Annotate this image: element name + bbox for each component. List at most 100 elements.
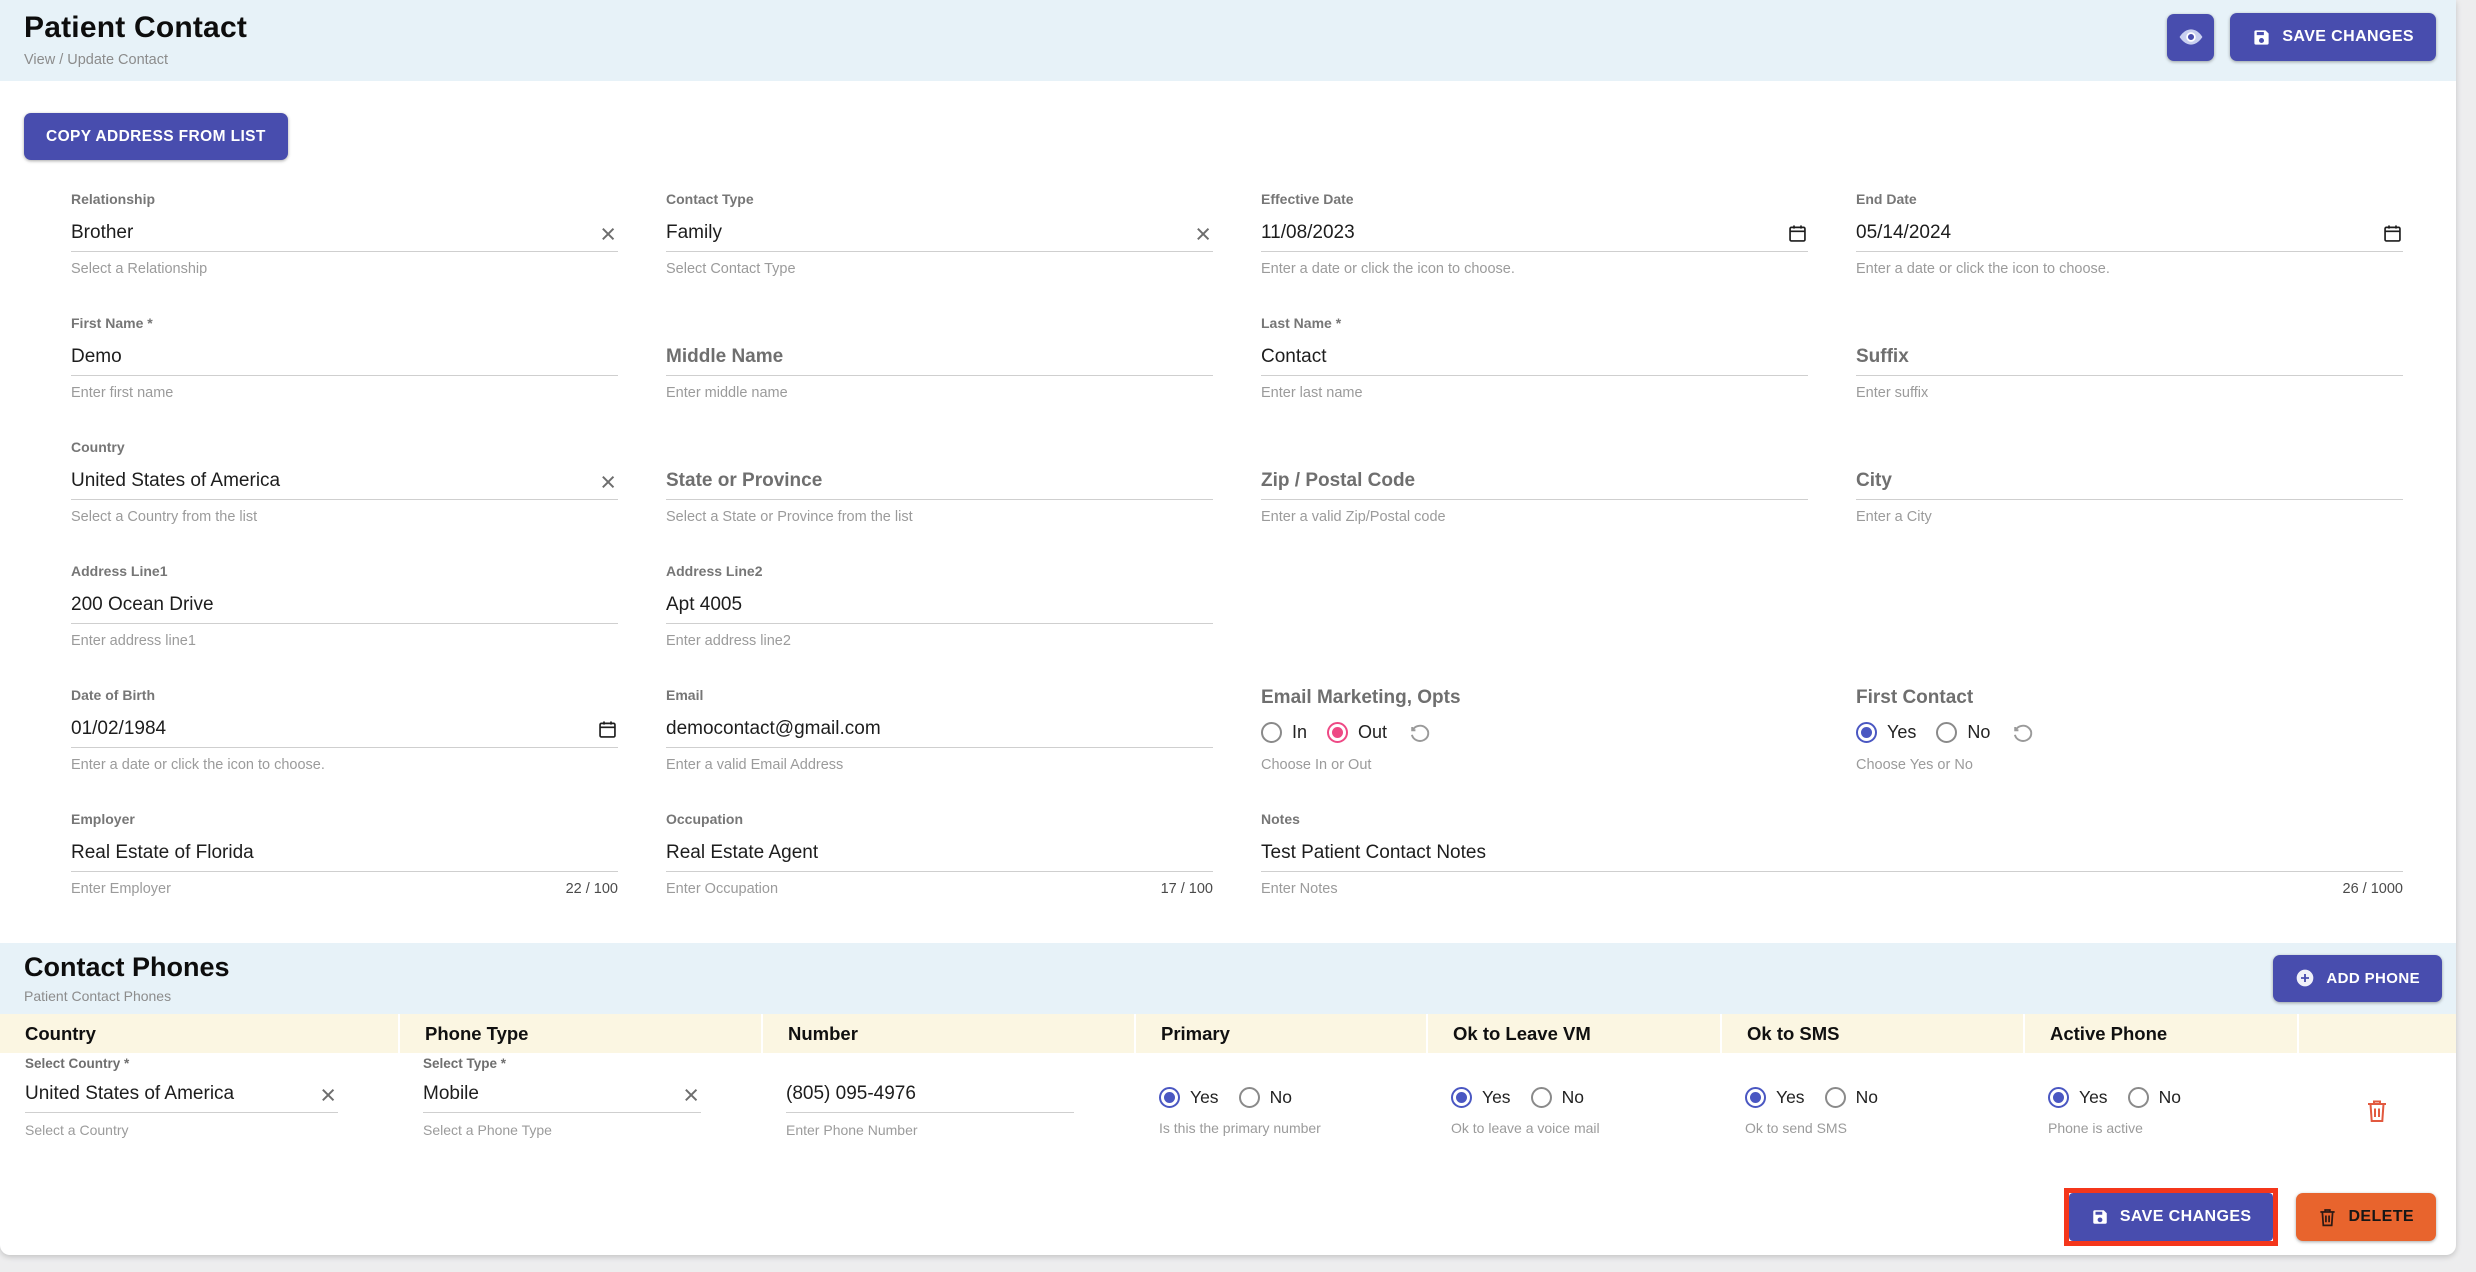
city-input[interactable]: City	[1856, 469, 2403, 500]
employer-label: Employer	[71, 811, 135, 827]
preview-button[interactable]	[2167, 13, 2215, 61]
col-phone-type: Phone Type	[398, 1014, 761, 1053]
first-contact-label: First Contact	[1856, 687, 1974, 708]
city-helper: Enter a City	[1856, 509, 1932, 525]
delete-button[interactable]: DELETE	[2296, 1193, 2436, 1241]
suffix-helper: Enter suffix	[1856, 385, 1929, 401]
clear-icon[interactable]: ×	[320, 1080, 336, 1110]
end-date-input[interactable]: 05/14/2024	[1856, 221, 2403, 252]
phone-country-label: Select Country *	[25, 1056, 130, 1071]
contact-phones-subtitle: Patient Contact Phones	[24, 988, 172, 1004]
zip-label: Zip / Postal Code	[1261, 470, 1416, 492]
field-relationship: Relationship Brother × Select a Relation…	[71, 191, 618, 277]
primary-yes-radio[interactable]	[1159, 1086, 1180, 1108]
last-name-helper: Enter last name	[1261, 385, 1363, 401]
field-email-marketing: Email Marketing, Opts In Out Choose In o…	[1261, 687, 1808, 773]
ok-sms-no-radio[interactable]	[1824, 1086, 1846, 1108]
patient-contact-page: Patient Contact View / Update Contact SA…	[0, 0, 2456, 1255]
email-label: Email	[666, 687, 704, 703]
zip-input[interactable]: Zip / Postal Code	[1261, 469, 1808, 500]
field-address1: Address Line1 200 Ocean Drive Enter addr…	[71, 563, 618, 649]
country-input[interactable]: United States of America ×	[71, 469, 618, 500]
col-active-phone: Active Phone	[2023, 1014, 2297, 1053]
first-name-label: First Name *	[71, 315, 153, 331]
state-helper: Select a State or Province from the list	[666, 509, 913, 525]
active-no-radio[interactable]	[2127, 1086, 2149, 1108]
middle-name-label: Middle Name	[666, 346, 784, 368]
notes-input[interactable]: Test Patient Contact Notes	[1261, 841, 2403, 872]
page-title: Patient Contact	[24, 11, 248, 44]
eye-icon	[2178, 24, 2204, 50]
save-changes-button-top[interactable]: SAVE CHANGES	[2230, 13, 2436, 61]
first-contact-yes-radio[interactable]	[1856, 722, 1877, 743]
occupation-input[interactable]: Real Estate Agent	[666, 841, 1213, 872]
save-icon	[2091, 1208, 2109, 1226]
dob-input[interactable]: 01/02/1984	[71, 717, 618, 748]
clear-icon[interactable]: ×	[1195, 219, 1211, 249]
ok-vm-yes-radio[interactable]	[1451, 1086, 1472, 1108]
clear-icon[interactable]: ×	[600, 219, 616, 249]
phone-type-input[interactable]: Mobile ×	[423, 1082, 701, 1113]
clear-icon[interactable]: ×	[600, 467, 616, 497]
contact-form: COPY ADDRESS FROM LIST Relationship Brot…	[0, 81, 2456, 943]
last-name-input[interactable]: Contact	[1261, 345, 1808, 376]
calendar-icon[interactable]	[2382, 223, 2403, 244]
phone-country-input[interactable]: United States of America ×	[25, 1082, 338, 1113]
email-marketing-in-radio[interactable]	[1261, 722, 1282, 743]
calendar-icon[interactable]	[1787, 223, 1808, 244]
phone-primary-cell: Yes No Is this the primary number	[1134, 1056, 1426, 1138]
first-name-input[interactable]: Demo	[71, 345, 618, 376]
effective-date-helper: Enter a date or click the icon to choose…	[1261, 261, 1515, 277]
clear-icon[interactable]: ×	[683, 1080, 699, 1110]
phone-number-input[interactable]: (805) 095-4976	[786, 1082, 1074, 1113]
ok-vm-helper: Ok to leave a voice mail	[1451, 1120, 1600, 1136]
field-city: City Enter a City	[1856, 439, 2403, 525]
address1-helper: Enter address line1	[71, 633, 196, 649]
address2-input[interactable]: Apt 4005	[666, 593, 1213, 624]
country-helper: Select a Country from the list	[71, 509, 258, 525]
save-changes-button-bottom[interactable]: SAVE CHANGES	[2068, 1193, 2274, 1241]
add-phone-button[interactable]: ADD PHONE	[2273, 954, 2442, 1002]
undo-icon[interactable]	[1409, 722, 1431, 744]
suffix-input[interactable]: Suffix	[1856, 345, 2403, 376]
col-actions	[2297, 1014, 2456, 1053]
dob-label: Date of Birth	[71, 687, 155, 703]
occupation-counter: 17 / 100	[1160, 881, 1213, 897]
address1-input[interactable]: 200 Ocean Drive	[71, 593, 618, 624]
copy-address-button[interactable]: COPY ADDRESS FROM LIST	[24, 113, 288, 160]
phone-type-cell: Select Type * Mobile × Select a Phone Ty…	[398, 1056, 761, 1138]
email-field[interactable]: democontact@gmail.com	[666, 717, 1213, 748]
phone-row-actions: SAVE CHANGES DELETE	[0, 1138, 2456, 1246]
delete-phone-button[interactable]	[2365, 1086, 2389, 1138]
field-dob: Date of Birth 01/02/1984 Enter a date or…	[71, 687, 618, 773]
field-end-date: End Date 05/14/2024 Enter a date or clic…	[1856, 191, 2403, 277]
contact-type-helper: Select Contact Type	[666, 261, 796, 277]
save-icon	[2252, 28, 2271, 47]
phones-table-header: Country Phone Type Number Primary Ok to …	[0, 1014, 2456, 1053]
middle-name-input[interactable]: Middle Name	[666, 345, 1213, 376]
primary-helper: Is this the primary number	[1159, 1120, 1321, 1136]
page-header: Patient Contact View / Update Contact SA…	[0, 0, 2456, 81]
first-contact-no-radio[interactable]	[1936, 722, 1958, 743]
dob-helper: Enter a date or click the icon to choose…	[71, 757, 325, 773]
relationship-input[interactable]: Brother ×	[71, 221, 618, 252]
email-marketing-out-radio[interactable]	[1327, 722, 1349, 743]
field-employer: Employer Real Estate of Florida Enter Em…	[71, 811, 618, 897]
relationship-label: Relationship	[71, 191, 156, 207]
effective-date-input[interactable]: 11/08/2023	[1261, 221, 1808, 252]
calendar-icon[interactable]	[597, 719, 618, 740]
col-number: Number	[761, 1014, 1134, 1053]
phone-type-label: Select Type *	[423, 1056, 507, 1071]
ok-sms-yes-radio[interactable]	[1745, 1086, 1766, 1108]
contact-type-input[interactable]: Family ×	[666, 221, 1213, 252]
state-input[interactable]: State or Province	[666, 469, 1213, 500]
primary-no-radio[interactable]	[1238, 1086, 1260, 1108]
address2-label: Address Line2	[666, 563, 763, 579]
col-ok-leave-vm: Ok to Leave VM	[1426, 1014, 1720, 1053]
active-yes-radio[interactable]	[2048, 1086, 2069, 1108]
ok-vm-no-radio[interactable]	[1530, 1086, 1552, 1108]
notes-helper: Enter Notes	[1261, 881, 1338, 897]
employer-input[interactable]: Real Estate of Florida	[71, 841, 618, 872]
undo-icon[interactable]	[2012, 722, 2034, 744]
field-notes: Notes Test Patient Contact Notes Enter N…	[1261, 811, 2403, 897]
